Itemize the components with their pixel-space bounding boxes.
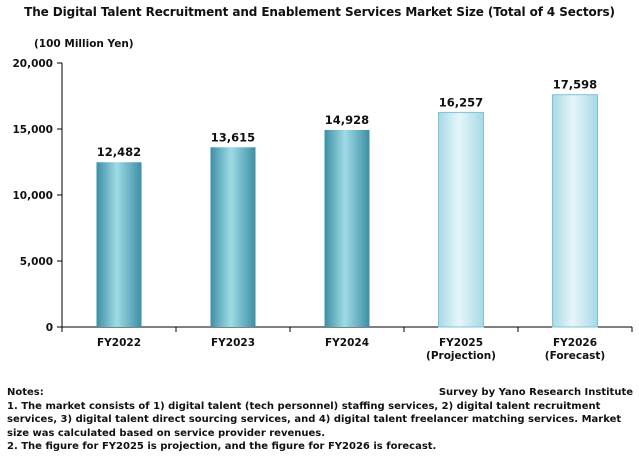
data-label: 12,482 (97, 145, 141, 159)
bar (552, 94, 598, 328)
data-label: 17,598 (553, 78, 597, 92)
x-tick-label: (Projection) (426, 350, 496, 362)
chart-title: The Digital Talent Recruitment and Enabl… (24, 5, 615, 19)
note-item-2: 2. The figure for FY2025 is projection, … (7, 441, 437, 452)
y-tick-label: 20,000 (12, 58, 53, 70)
notes-heading: Notes: (7, 387, 44, 398)
x-tick-label: FY2026 (553, 337, 597, 349)
data-label: 13,615 (211, 130, 255, 144)
x-tick-label: (Forecast) (545, 350, 605, 362)
bar (324, 129, 370, 327)
x-tick-label: FY2022 (97, 337, 141, 349)
y-axis-unit-label: (100 Million Yen) (34, 38, 134, 50)
note-item-1: 1. The market consists of 1) digital tal… (7, 400, 622, 439)
bar (438, 111, 484, 328)
x-tick-label: FY2025 (439, 337, 483, 349)
data-label: 14,928 (325, 113, 369, 127)
y-tick-label: 0 (46, 322, 53, 334)
y-tick-label: 15,000 (12, 124, 53, 136)
x-tick-label: FY2023 (211, 337, 255, 349)
bar (210, 147, 256, 327)
data-label: 16,257 (439, 95, 483, 109)
y-tick-label: 5,000 (20, 256, 53, 268)
x-tick-label: FY2024 (325, 337, 369, 349)
bar-chart: 0 5,000 10,000 15,000 20,000 12,482 FY2022 13,… (12, 58, 633, 362)
notes-section: Notes: Survey by Yano Research Institute… (7, 386, 633, 454)
bar (96, 162, 142, 327)
y-tick-label: 10,000 (12, 190, 53, 202)
source-credit: Survey by Yano Research Institute (438, 387, 633, 398)
